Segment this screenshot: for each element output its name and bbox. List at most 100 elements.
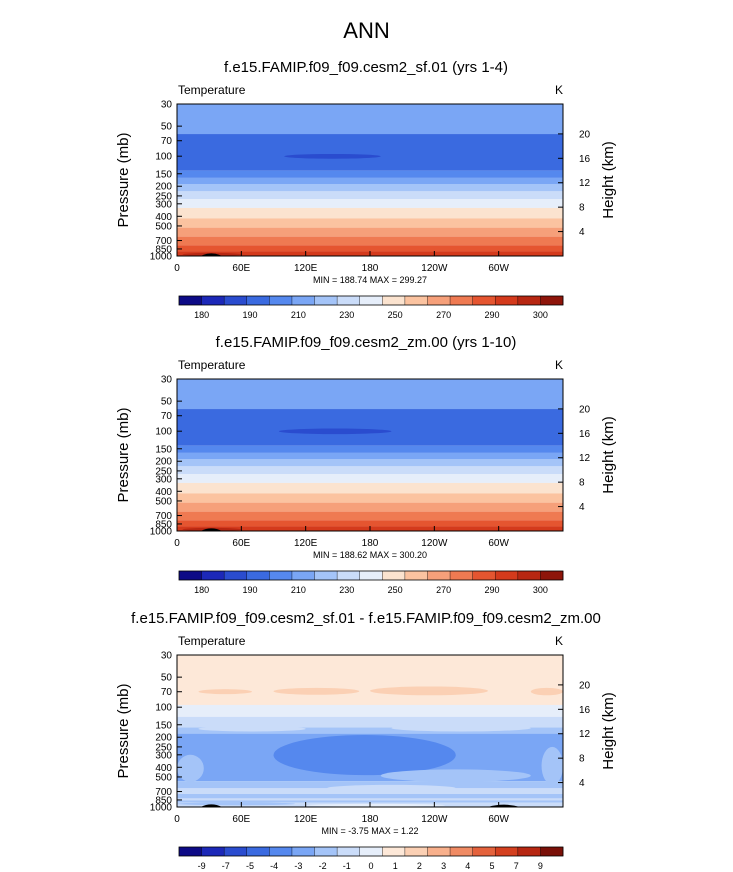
contour-band <box>177 409 563 446</box>
variable-label: Temperature <box>178 358 246 372</box>
pressure-tick-label: 70 <box>161 411 173 422</box>
colorbar-swatch <box>382 847 406 856</box>
colorbar-swatch <box>540 847 564 856</box>
lon-tick-label: 0 <box>174 814 180 825</box>
lon-tick-label: 120W <box>421 263 448 274</box>
colorbar-swatch <box>359 296 383 305</box>
lon-tick-label: 60W <box>488 538 509 549</box>
contour-band <box>177 218 563 228</box>
unit-label: K <box>555 83 563 97</box>
height-tick-label: 12 <box>579 178 591 189</box>
colorbar-swatch <box>291 847 315 856</box>
colorbar-swatch <box>291 296 315 305</box>
pressure-tick-label: 500 <box>155 772 172 783</box>
pressure-tick-label: 1000 <box>150 252 173 263</box>
colorbar-swatch <box>179 847 202 856</box>
lon-tick-label: 120W <box>421 538 448 549</box>
height-tick-label: 16 <box>579 705 591 716</box>
pressure-tick-label: 700 <box>155 787 172 798</box>
colorbar-swatch <box>382 571 406 580</box>
colorbar-label: 230 <box>339 310 354 320</box>
colorbar-swatch <box>179 571 202 580</box>
colorbar-label: 9 <box>538 861 543 871</box>
lon-tick-label: 60W <box>488 263 509 274</box>
pressure-tick-label: 500 <box>155 496 172 507</box>
pressure-tick-label: 100 <box>155 427 172 438</box>
contour-band <box>177 459 563 467</box>
colorbar-swatch <box>224 571 248 580</box>
pressure-tick-label: 50 <box>161 122 173 133</box>
colorbar-label: 270 <box>436 310 451 320</box>
colorbar-label: -2 <box>319 861 327 871</box>
colorbar-swatch <box>404 571 428 580</box>
height-tick-label: 12 <box>579 453 591 464</box>
pressure-tick-label: 850 <box>155 519 172 530</box>
colorbar-swatch <box>495 847 519 856</box>
contour-feature <box>177 727 563 734</box>
colorbar-label: 1 <box>393 861 398 871</box>
colorbar-label: -3 <box>294 861 302 871</box>
contour-feature <box>327 784 456 792</box>
panel-title: f.e15.FAMIP.f09_f09.cesm2_sf.01 (yrs 1-4… <box>224 59 508 76</box>
contour-feature <box>177 800 563 803</box>
height-tick-label: 20 <box>579 129 591 140</box>
pressure-tick-label: 50 <box>161 673 173 684</box>
panel-title: f.e15.FAMIP.f09_f09.cesm2_sf.01 - f.e15.… <box>131 610 601 627</box>
contour-feature <box>370 686 488 696</box>
colorbar-swatch <box>427 571 451 580</box>
colorbar-label: 250 <box>388 310 403 320</box>
pressure-tick-label: 200 <box>155 182 172 193</box>
contour-feature <box>380 769 531 782</box>
colorbar-swatch <box>314 571 338 580</box>
contour-feature <box>273 687 360 695</box>
colorbar-swatch <box>495 296 519 305</box>
colorbar-label: -9 <box>198 861 206 871</box>
colorbar-label: 300 <box>533 310 548 320</box>
colorbar-label: 210 <box>291 585 306 595</box>
colorbar-swatch <box>495 571 519 580</box>
height-tick-label: 4 <box>579 227 585 238</box>
colorbar-swatch <box>359 571 383 580</box>
lon-tick-label: 60E <box>232 263 250 274</box>
contour-feature <box>198 726 306 732</box>
lon-tick-label: 120E <box>294 814 318 825</box>
colorbar-label: 190 <box>242 585 257 595</box>
colorbar-label: 190 <box>242 310 257 320</box>
colorbar-label: 180 <box>194 310 209 320</box>
y-axis-title: Pressure (mb) <box>115 683 132 778</box>
pressure-tick-label: 850 <box>155 795 172 806</box>
contour-feature <box>530 687 563 696</box>
colorbar-swatch <box>450 296 473 305</box>
colorbar-swatch <box>201 847 225 856</box>
lon-tick-label: 180 <box>362 538 379 549</box>
contour-band <box>177 655 563 705</box>
height-tick-label: 8 <box>579 478 585 489</box>
topography-mask <box>487 804 521 807</box>
colorbar-swatch <box>472 571 496 580</box>
lon-tick-label: 0 <box>174 538 180 549</box>
min-max-stats: MIN = 188.74 MAX = 299.27 <box>313 275 427 285</box>
colorbar-swatch <box>540 296 564 305</box>
colorbar-swatch <box>540 571 564 580</box>
pressure-tick-label: 150 <box>155 169 172 180</box>
unit-label: K <box>555 634 563 648</box>
pressure-tick-label: 300 <box>155 750 172 761</box>
pressure-tick-label: 250 <box>155 742 172 753</box>
colorbar-swatch <box>337 847 361 856</box>
colorbar-swatch <box>427 296 451 305</box>
colorbar-label: 300 <box>533 585 548 595</box>
pressure-tick-label: 30 <box>161 375 173 386</box>
lon-tick-label: 60E <box>232 814 250 825</box>
colorbar-label: 5 <box>490 861 495 871</box>
colorbar-label: 0 <box>368 861 373 871</box>
contour-band <box>177 134 563 171</box>
colorbar-swatch <box>450 571 473 580</box>
main-title: ANN <box>343 18 390 43</box>
contour-feature <box>198 689 253 695</box>
contour-band <box>177 493 563 503</box>
colorbar-label: 4 <box>465 861 470 871</box>
colorbar-label: 7 <box>514 861 519 871</box>
contour-band <box>177 520 563 527</box>
contour-band <box>177 704 563 717</box>
lon-tick-label: 60E <box>232 538 250 549</box>
